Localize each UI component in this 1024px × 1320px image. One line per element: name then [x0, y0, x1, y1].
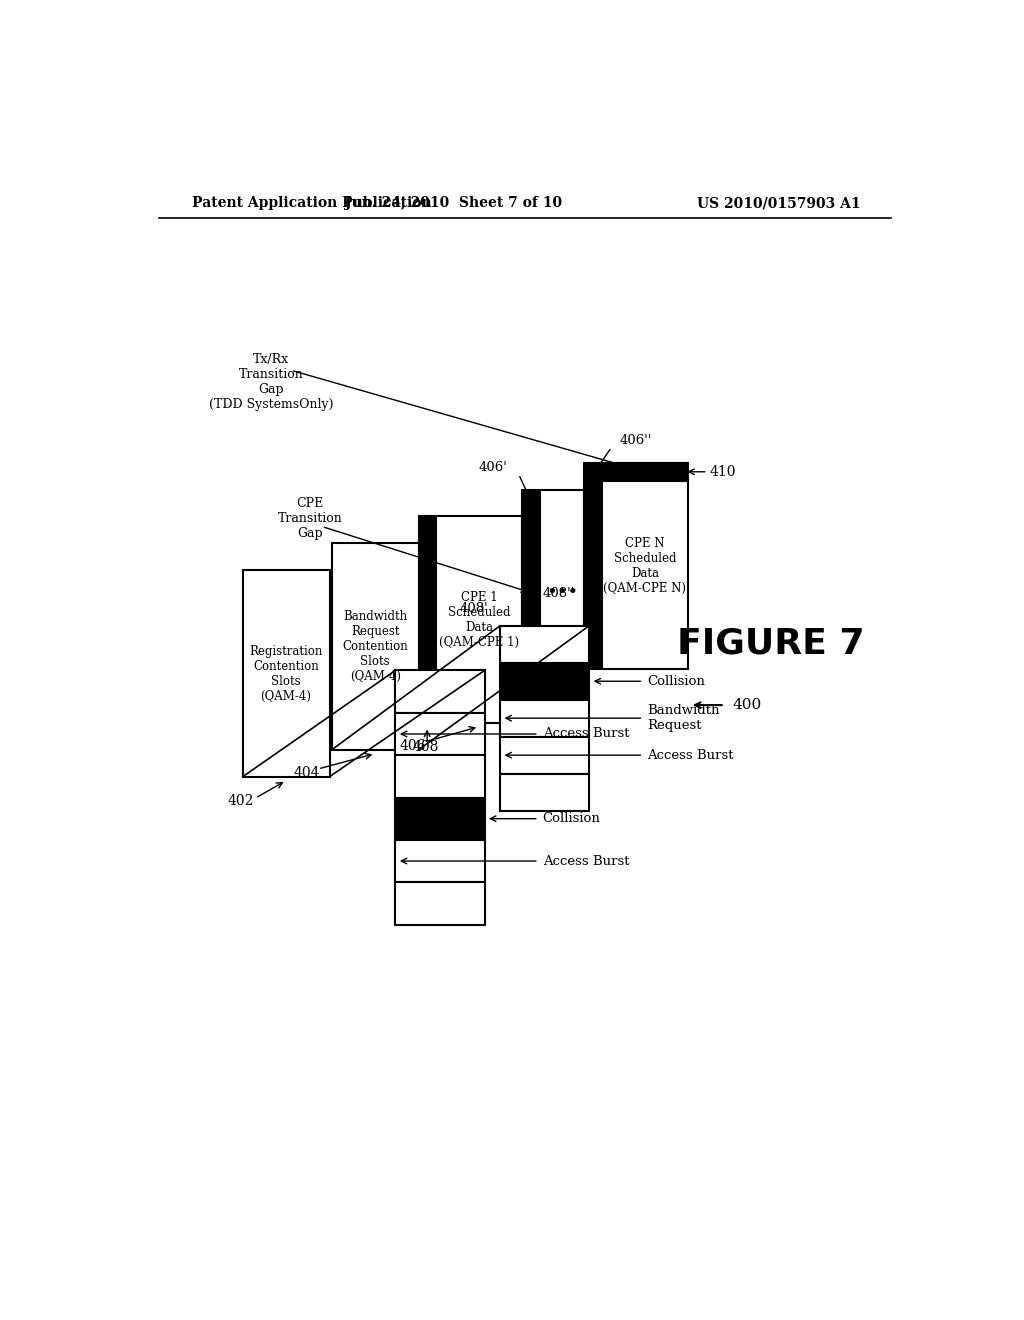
Bar	[243, 570, 330, 776]
Bar	[395, 882, 484, 924]
Text: •••: •••	[546, 583, 579, 602]
Bar	[419, 516, 435, 723]
Bar	[585, 462, 601, 669]
Text: 406': 406'	[478, 462, 507, 474]
Text: CPE N
Scheduled
Data
(QAM-CPE N): CPE N Scheduled Data (QAM-CPE N)	[603, 537, 686, 595]
Bar	[395, 755, 484, 797]
Bar	[540, 490, 585, 696]
Text: 404: 404	[294, 766, 321, 780]
Bar	[500, 737, 589, 774]
Text: 410: 410	[710, 465, 736, 479]
Bar	[601, 462, 688, 480]
Bar	[395, 713, 484, 755]
Text: CPE
Transition
Gap: CPE Transition Gap	[278, 498, 342, 540]
Bar	[522, 490, 540, 696]
Text: Collision: Collision	[647, 675, 706, 688]
Bar	[601, 462, 688, 669]
Bar	[500, 626, 589, 663]
Text: Collision: Collision	[543, 812, 600, 825]
Text: Patent Application Publication: Patent Application Publication	[191, 197, 431, 210]
Text: FIGURE 7: FIGURE 7	[678, 627, 865, 660]
Bar	[332, 544, 419, 750]
Text: Tx/Rx
Transition
Gap
(TDD SystemsOnly): Tx/Rx Transition Gap (TDD SystemsOnly)	[209, 352, 334, 411]
Text: Bandwidth
Request
Contention
Slots
(QAM-4): Bandwidth Request Contention Slots (QAM-…	[342, 610, 409, 682]
Bar	[395, 797, 484, 840]
Bar	[500, 774, 589, 810]
Bar	[395, 671, 484, 713]
Text: Registration
Contention
Slots
(QAM-4): Registration Contention Slots (QAM-4)	[250, 644, 323, 702]
Text: 406'': 406''	[620, 434, 652, 447]
Bar	[395, 840, 484, 882]
Text: 408: 408	[413, 741, 439, 755]
Text: Access Burst: Access Burst	[647, 748, 734, 762]
Bar	[435, 516, 522, 723]
Text: 406: 406	[399, 739, 426, 752]
Bar	[500, 663, 589, 700]
Text: 402: 402	[228, 795, 254, 808]
Text: US 2010/0157903 A1: US 2010/0157903 A1	[697, 197, 861, 210]
Text: CPE 1
Scheduled
Data
(QAM-CPE 1): CPE 1 Scheduled Data (QAM-CPE 1)	[439, 590, 519, 648]
Text: Access Burst: Access Burst	[543, 727, 629, 741]
Bar	[500, 700, 589, 737]
Text: Bandwidth
Request: Bandwidth Request	[647, 704, 720, 733]
Text: 408'': 408''	[543, 587, 575, 601]
Text: 408': 408'	[460, 602, 488, 615]
Text: Access Burst: Access Burst	[543, 854, 629, 867]
Text: Jun. 24, 2010  Sheet 7 of 10: Jun. 24, 2010 Sheet 7 of 10	[345, 197, 562, 210]
Text: 400: 400	[732, 698, 762, 711]
